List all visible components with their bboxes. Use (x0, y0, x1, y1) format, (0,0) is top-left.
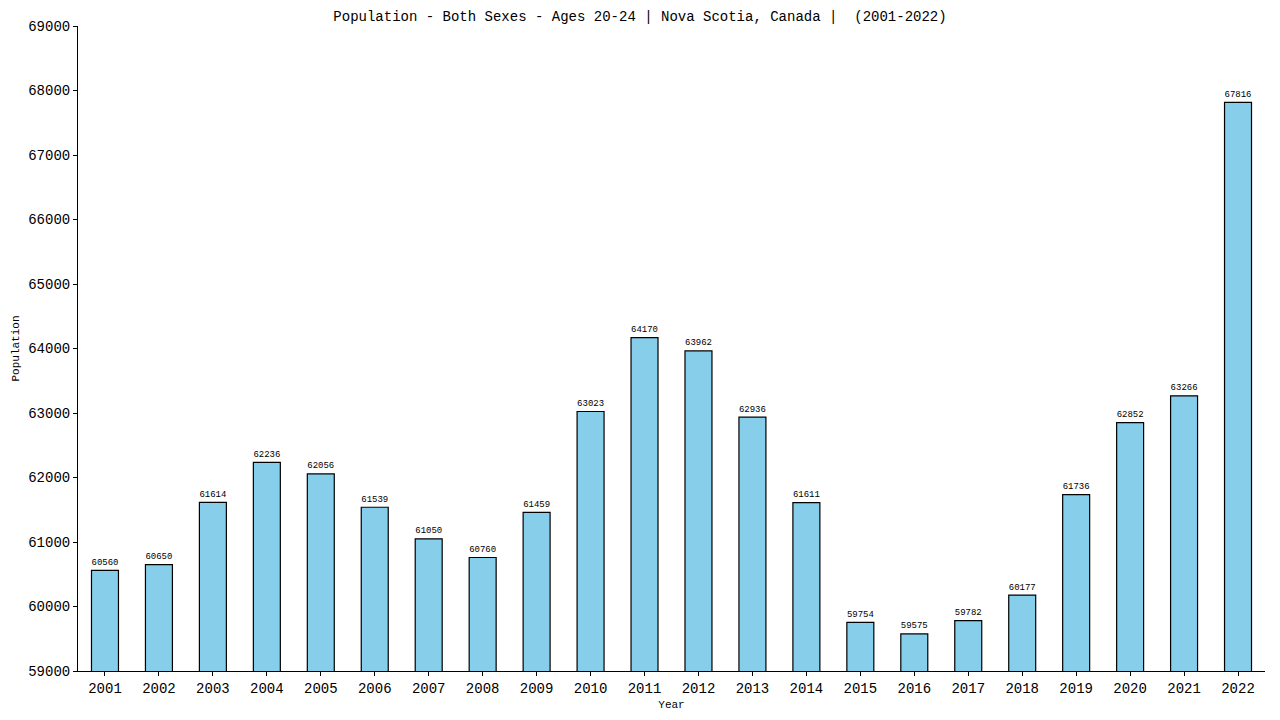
svg-text:2013: 2013 (736, 681, 770, 697)
svg-text:66000: 66000 (28, 212, 70, 228)
svg-text:61539: 61539 (361, 495, 388, 505)
svg-text:2002: 2002 (142, 681, 176, 697)
svg-text:2016: 2016 (897, 681, 931, 697)
svg-text:62000: 62000 (28, 470, 70, 486)
svg-text:59782: 59782 (955, 608, 982, 618)
svg-text:63962: 63962 (685, 338, 712, 348)
svg-text:2011: 2011 (628, 681, 662, 697)
svg-text:65000: 65000 (28, 277, 70, 293)
svg-text:2009: 2009 (520, 681, 554, 697)
svg-text:69000: 69000 (28, 19, 70, 35)
svg-text:67000: 67000 (28, 148, 70, 164)
svg-text:62236: 62236 (253, 450, 280, 460)
svg-text:68000: 68000 (28, 83, 70, 99)
svg-text:60000: 60000 (28, 599, 70, 615)
svg-text:62936: 62936 (739, 405, 766, 415)
svg-text:60650: 60650 (145, 552, 172, 562)
svg-text:2017: 2017 (951, 681, 985, 697)
svg-text:2021: 2021 (1167, 681, 1201, 697)
svg-text:59754: 59754 (847, 610, 874, 620)
svg-text:2022: 2022 (1221, 681, 1255, 697)
svg-text:2005: 2005 (304, 681, 338, 697)
svg-text:2019: 2019 (1059, 681, 1093, 697)
svg-text:63266: 63266 (1171, 383, 1198, 393)
svg-text:60560: 60560 (92, 558, 119, 568)
svg-text:62056: 62056 (307, 461, 334, 471)
svg-text:2007: 2007 (412, 681, 446, 697)
svg-text:2018: 2018 (1005, 681, 1039, 697)
svg-text:2008: 2008 (466, 681, 500, 697)
svg-text:62852: 62852 (1117, 410, 1144, 420)
svg-text:2020: 2020 (1113, 681, 1147, 697)
svg-text:60760: 60760 (469, 545, 496, 555)
svg-text:61459: 61459 (523, 500, 550, 510)
svg-text:Population: Population (10, 315, 22, 381)
svg-text:2004: 2004 (250, 681, 284, 697)
svg-text:Year: Year (658, 699, 684, 711)
svg-text:64170: 64170 (631, 325, 658, 335)
svg-text:2006: 2006 (358, 681, 392, 697)
svg-text:2003: 2003 (196, 681, 230, 697)
svg-text:Population - Both Sexes - Ages: Population - Both Sexes - Ages 20-24 | N… (333, 9, 946, 25)
svg-text:61736: 61736 (1063, 482, 1090, 492)
svg-text:2010: 2010 (574, 681, 608, 697)
svg-text:61000: 61000 (28, 535, 70, 551)
svg-text:59000: 59000 (28, 664, 70, 680)
svg-text:61050: 61050 (415, 526, 442, 536)
svg-text:67816: 67816 (1225, 90, 1252, 100)
svg-text:63023: 63023 (577, 399, 604, 409)
svg-text:2014: 2014 (790, 681, 824, 697)
svg-text:2001: 2001 (88, 681, 122, 697)
svg-text:63000: 63000 (28, 406, 70, 422)
svg-text:64000: 64000 (28, 341, 70, 357)
svg-text:61611: 61611 (793, 490, 820, 500)
svg-text:60177: 60177 (1009, 583, 1036, 593)
svg-text:2012: 2012 (682, 681, 716, 697)
svg-text:2015: 2015 (844, 681, 878, 697)
svg-text:61614: 61614 (199, 490, 226, 500)
svg-text:59575: 59575 (901, 621, 928, 631)
